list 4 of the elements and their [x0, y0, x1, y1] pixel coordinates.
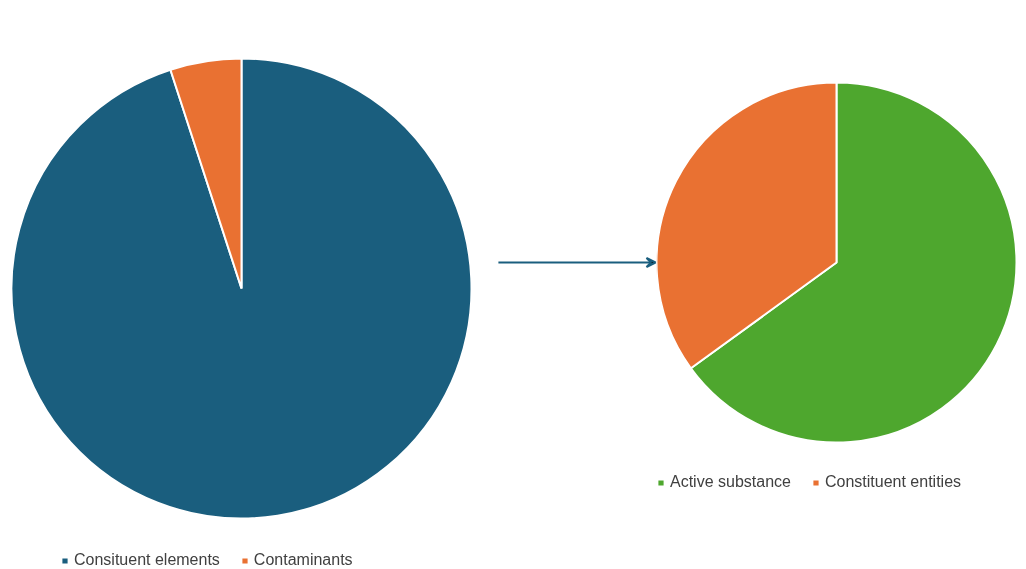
legend-label: Constituent entities	[824, 473, 962, 491]
legend-label: Active substance	[670, 473, 791, 491]
legend-label: Contaminants	[253, 551, 353, 569]
legend-label: Consituent elements	[74, 551, 220, 569]
